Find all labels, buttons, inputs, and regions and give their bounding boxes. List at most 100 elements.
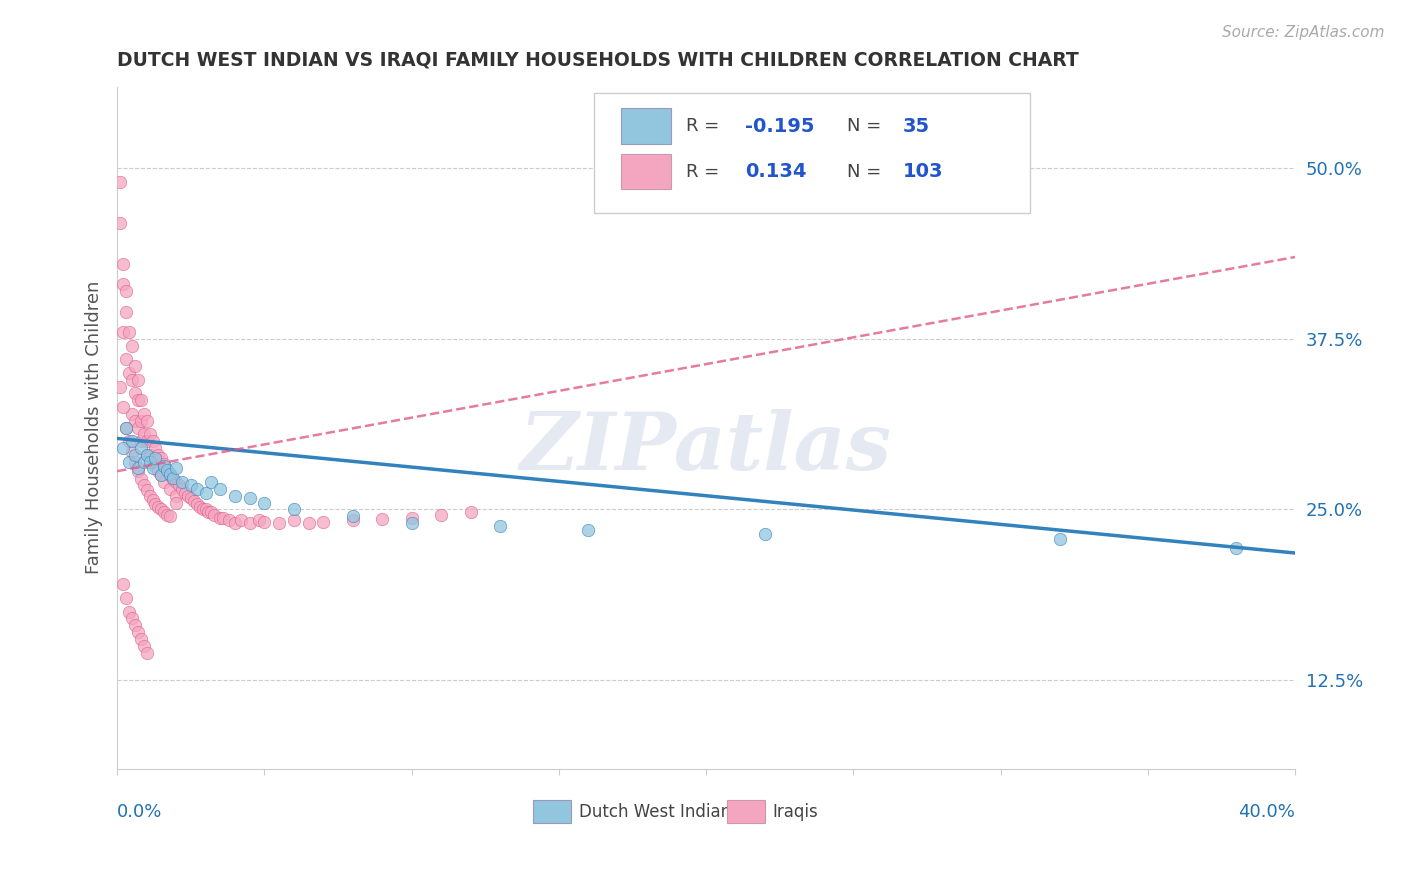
Point xyxy=(148,500,170,514)
Point xyxy=(224,489,246,503)
Point xyxy=(156,508,179,522)
Point xyxy=(150,450,173,465)
Point xyxy=(188,500,211,514)
Text: 103: 103 xyxy=(903,162,943,181)
Point xyxy=(129,414,152,428)
Point xyxy=(124,618,146,632)
Point xyxy=(121,373,143,387)
Point xyxy=(138,448,160,462)
Point xyxy=(212,510,235,524)
Point xyxy=(138,455,160,469)
Point xyxy=(186,482,208,496)
Point xyxy=(165,475,187,489)
Point xyxy=(153,475,176,489)
Text: -0.195: -0.195 xyxy=(745,117,814,136)
Point xyxy=(115,420,138,434)
Point xyxy=(141,461,163,475)
Point xyxy=(165,489,187,503)
Point xyxy=(460,505,482,519)
Point xyxy=(186,497,208,511)
Point xyxy=(124,448,146,462)
Point xyxy=(239,491,262,506)
Point xyxy=(371,512,394,526)
Point xyxy=(283,502,305,516)
Point xyxy=(135,414,157,428)
Point xyxy=(112,325,135,339)
Text: N =: N = xyxy=(848,117,887,135)
Point xyxy=(118,455,141,469)
Text: R =: R = xyxy=(686,117,725,135)
Point xyxy=(489,518,512,533)
Point xyxy=(132,407,155,421)
Text: 0.0%: 0.0% xyxy=(117,803,163,821)
Point xyxy=(127,625,149,640)
Point xyxy=(124,386,146,401)
Point xyxy=(115,352,138,367)
Point xyxy=(150,468,173,483)
Point xyxy=(145,458,167,473)
Text: 40.0%: 40.0% xyxy=(1239,803,1295,821)
Point xyxy=(124,455,146,469)
Point xyxy=(129,393,152,408)
Point xyxy=(112,577,135,591)
Point xyxy=(132,455,155,469)
Point xyxy=(141,492,163,507)
Point xyxy=(145,450,167,465)
Point xyxy=(148,464,170,478)
Point xyxy=(135,646,157,660)
Point xyxy=(118,605,141,619)
Point xyxy=(202,508,225,522)
Point xyxy=(159,467,181,481)
Point xyxy=(576,523,599,537)
Point xyxy=(174,486,197,500)
Point xyxy=(118,325,141,339)
Point xyxy=(209,510,232,524)
Text: Source: ZipAtlas.com: Source: ZipAtlas.com xyxy=(1222,25,1385,40)
Text: 0.134: 0.134 xyxy=(745,162,807,181)
Point xyxy=(108,175,131,189)
Point xyxy=(112,277,135,292)
Point xyxy=(127,461,149,475)
Point xyxy=(194,486,217,500)
Point xyxy=(401,510,423,524)
Point xyxy=(108,216,131,230)
Point xyxy=(135,448,157,462)
Point xyxy=(141,455,163,469)
Point xyxy=(135,483,157,498)
Point xyxy=(218,513,240,527)
Point xyxy=(1049,533,1071,547)
Point xyxy=(224,516,246,530)
Point xyxy=(108,379,131,393)
Point xyxy=(194,502,217,516)
Point xyxy=(200,475,222,489)
FancyBboxPatch shape xyxy=(533,800,571,823)
Text: Dutch West Indians: Dutch West Indians xyxy=(579,803,740,821)
Point xyxy=(129,434,152,449)
Point xyxy=(121,407,143,421)
Point xyxy=(145,441,167,455)
Point xyxy=(118,434,141,449)
Point xyxy=(150,468,173,483)
Point xyxy=(135,448,157,462)
Point xyxy=(180,491,202,506)
Point xyxy=(197,505,219,519)
Point xyxy=(115,284,138,298)
Point xyxy=(229,513,252,527)
Point xyxy=(127,420,149,434)
Point xyxy=(121,339,143,353)
Point xyxy=(127,373,149,387)
Point xyxy=(754,527,776,541)
Point xyxy=(430,508,453,522)
Point xyxy=(312,515,335,529)
Point xyxy=(269,516,291,530)
Point xyxy=(153,458,176,473)
Point xyxy=(156,463,179,477)
Point xyxy=(112,257,135,271)
Point xyxy=(200,505,222,519)
Text: DUTCH WEST INDIAN VS IRAQI FAMILY HOUSEHOLDS WITH CHILDREN CORRELATION CHART: DUTCH WEST INDIAN VS IRAQI FAMILY HOUSEH… xyxy=(117,51,1078,70)
Point xyxy=(112,400,135,414)
Text: ZIPatlas: ZIPatlas xyxy=(520,409,893,487)
Point xyxy=(191,502,214,516)
Point xyxy=(121,611,143,625)
Point xyxy=(253,515,276,529)
